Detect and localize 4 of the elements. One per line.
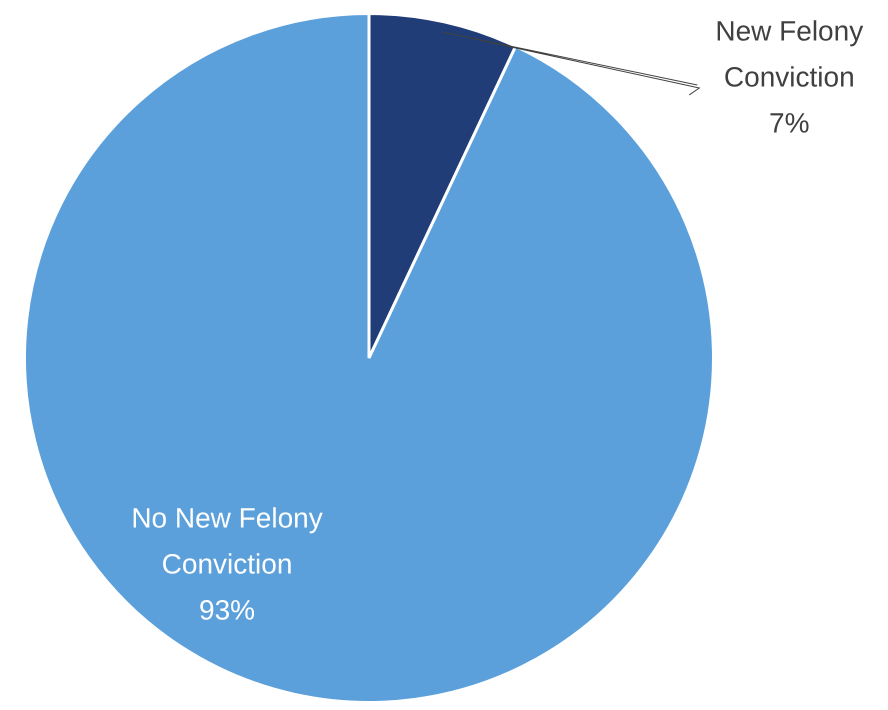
slice-label: No New Felony Conviction: [131, 502, 323, 580]
slice-label: New Felony Conviction: [715, 16, 864, 93]
data-label: 93%: [198, 594, 256, 626]
data-label: 7%: [769, 108, 810, 139]
